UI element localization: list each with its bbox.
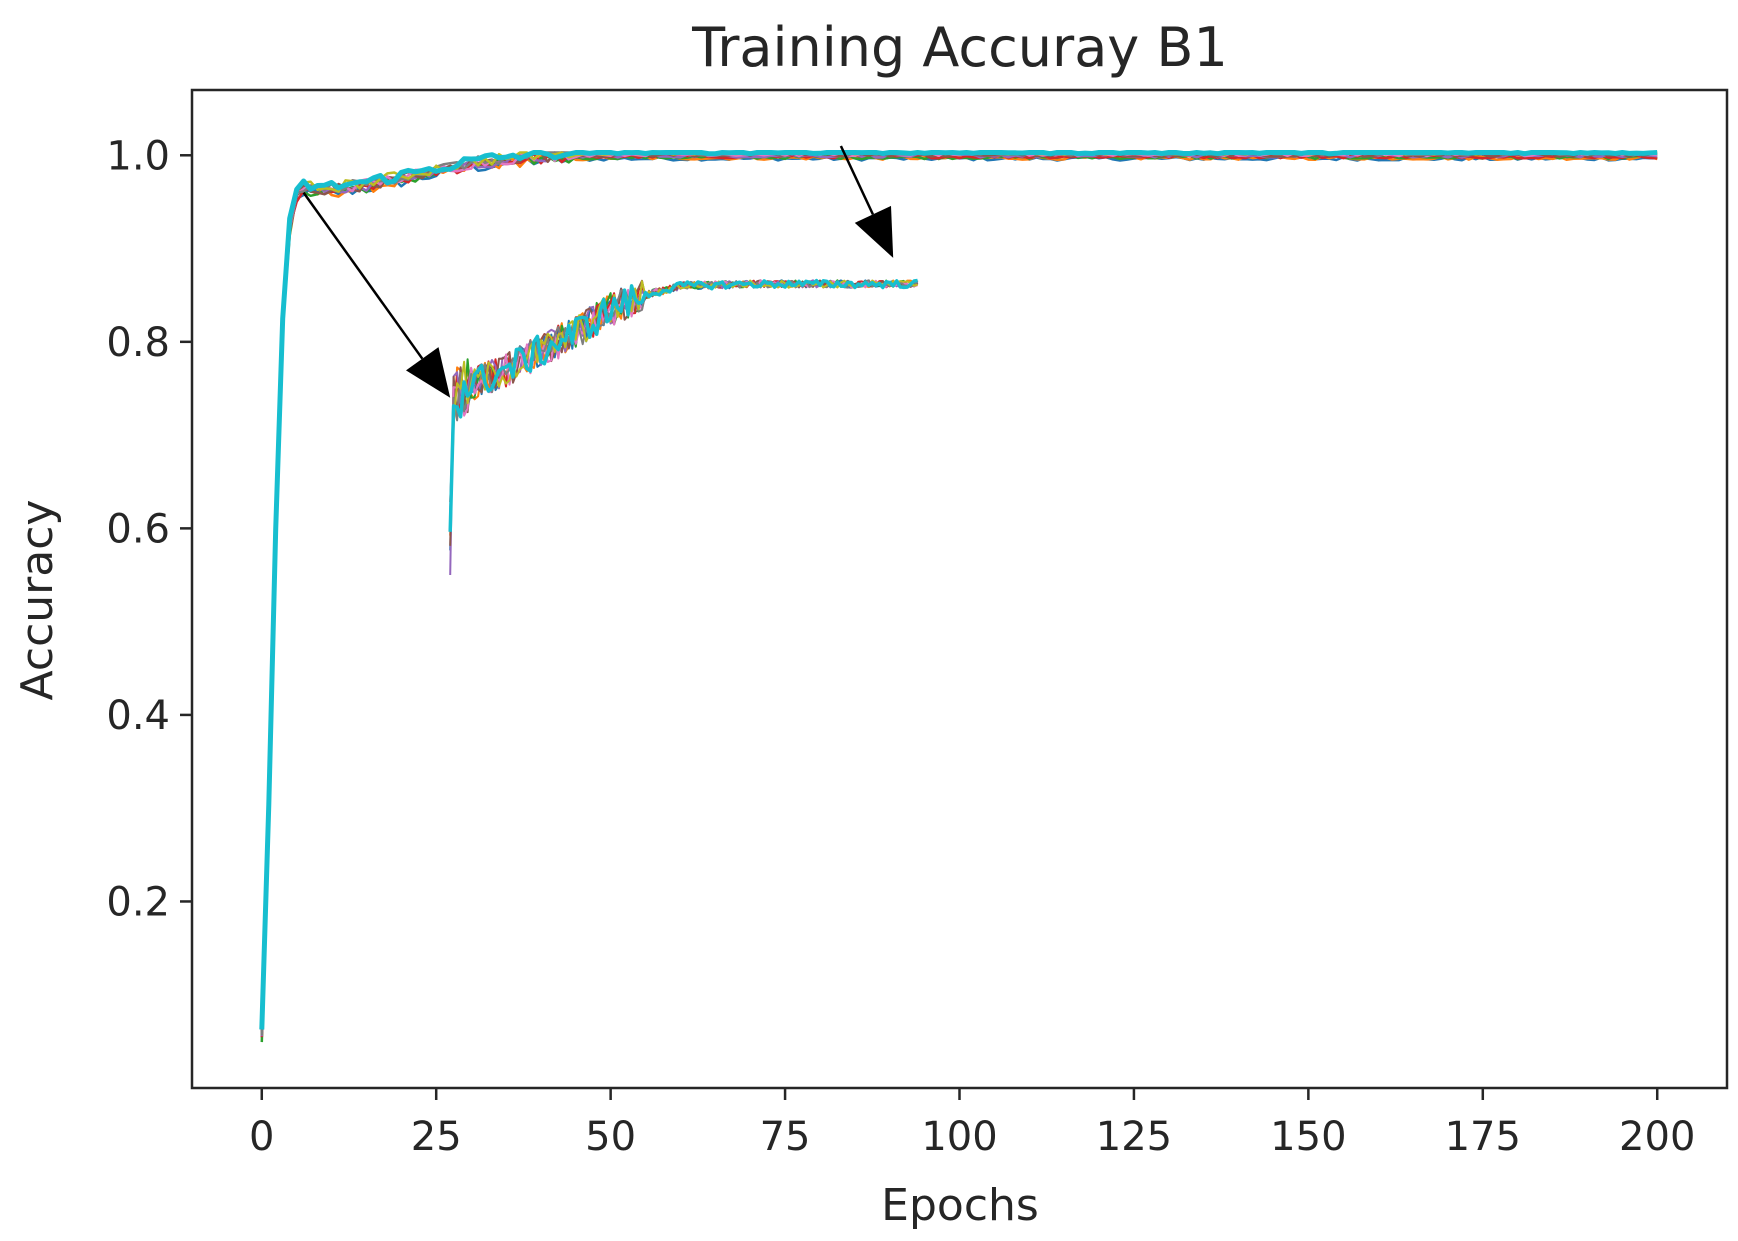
- inset-series-line: [449, 279, 918, 503]
- inset-series-line: [449, 279, 918, 532]
- inset-series-line: [449, 279, 918, 536]
- y-tick-label: 0.6: [106, 506, 170, 552]
- inset-series-line: [449, 279, 919, 546]
- main-series-line: [260, 151, 1658, 1027]
- x-tick-label: 75: [760, 1114, 811, 1160]
- x-tick-label: 0: [249, 1114, 274, 1160]
- main-series-line: [260, 151, 1658, 1032]
- plot-frame: [190, 88, 1729, 1090]
- x-axis-label: Epochs: [881, 1180, 1039, 1231]
- x-tick-label: 175: [1445, 1114, 1521, 1160]
- annotation-arrow-head: [406, 347, 451, 398]
- inset-series-line: [449, 279, 919, 514]
- y-axis-label: Accuracy: [12, 500, 63, 701]
- inset-series-line: [449, 279, 918, 524]
- x-tick-label: 200: [1619, 1114, 1695, 1160]
- y-axis-ticks: 0.2 0.4 0.6 0.8 1.0: [106, 133, 192, 925]
- y-tick-label: 0.8: [106, 320, 170, 366]
- main-series-line: [259, 150, 1658, 1030]
- main-series-line: [260, 151, 1658, 1026]
- x-axis-ticks: 0 25 50 75 100 125 150 175 200: [249, 1088, 1695, 1160]
- y-tick-label: 0.4: [106, 693, 170, 739]
- x-tick-label: 50: [585, 1114, 636, 1160]
- annotation-arrow-shaft: [839, 145, 875, 215]
- main-series-line: [260, 154, 1658, 1033]
- series-layer: [259, 150, 1658, 1043]
- x-tick-label: 25: [411, 1114, 462, 1160]
- annotation-arrows: [302, 145, 894, 398]
- main-series-line: [260, 152, 1658, 1038]
- inset-series-line: [449, 279, 919, 576]
- main-series-line: [260, 151, 1658, 1037]
- x-tick-label: 125: [1096, 1114, 1172, 1160]
- annotation-arrow-shaft: [302, 191, 424, 360]
- y-tick-label: 0.2: [106, 879, 170, 925]
- chart-title: Training Accuray B1: [691, 16, 1228, 79]
- x-tick-label: 100: [921, 1114, 997, 1160]
- inset-series-line: [449, 279, 918, 512]
- main-series-line: [260, 153, 1658, 1043]
- main-series-line: [260, 153, 1658, 1038]
- inset-series-line: [448, 278, 918, 532]
- main-series-line: [260, 151, 1658, 1036]
- y-tick-label: 1.0: [106, 133, 170, 179]
- annotation-arrow-head: [854, 205, 894, 258]
- x-tick-label: 150: [1270, 1114, 1346, 1160]
- inset-series-line: [449, 279, 919, 551]
